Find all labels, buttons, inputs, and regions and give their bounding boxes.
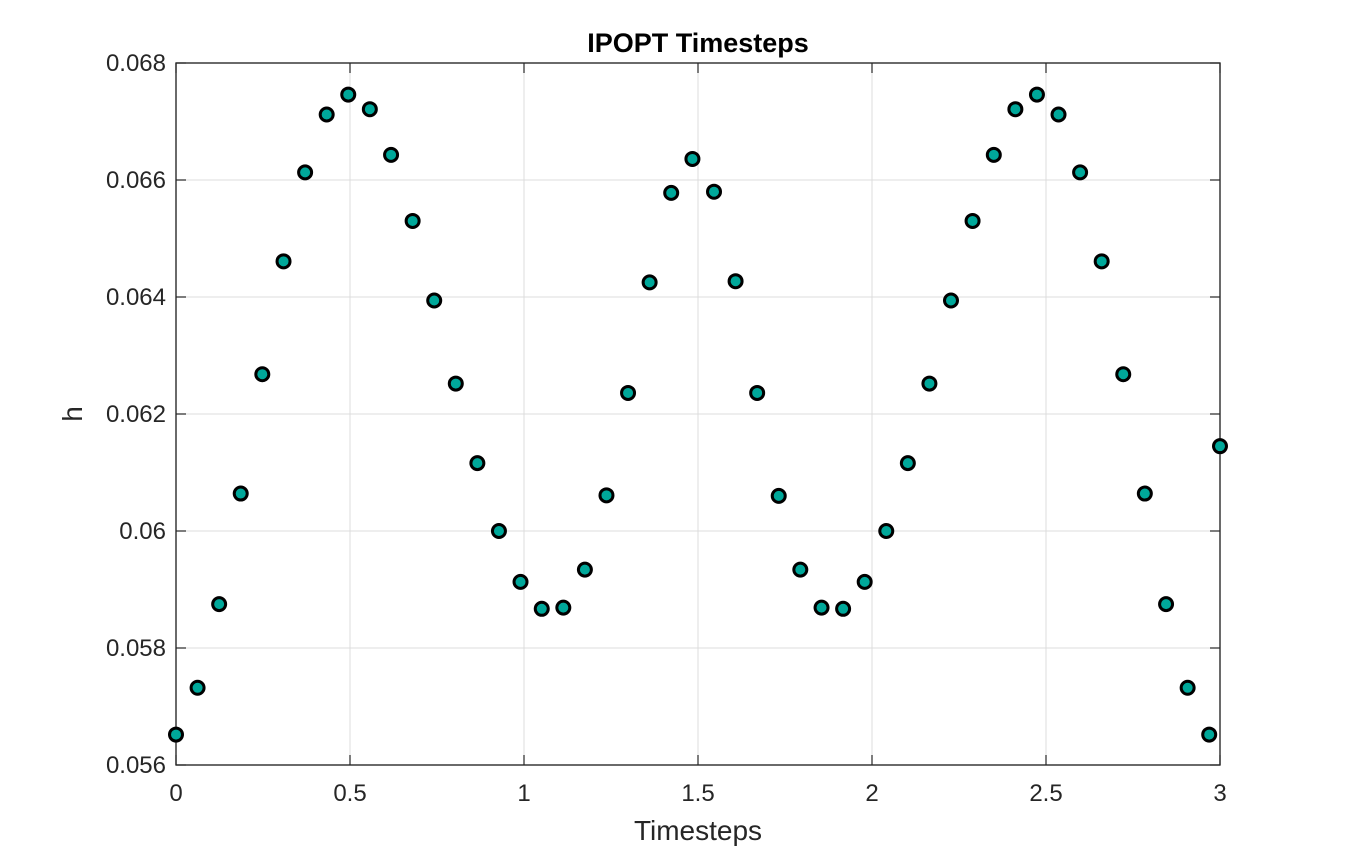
y-tick-label: 0.064 (106, 284, 166, 311)
data-point (275, 253, 292, 270)
y-tick-label: 0.06 (119, 518, 166, 545)
x-tick-label: 0.5 (333, 780, 366, 807)
data-point (770, 487, 787, 504)
data-point (792, 561, 809, 578)
data-point (620, 384, 637, 401)
data-point (490, 523, 507, 539)
x-tick-label: 1.5 (681, 780, 714, 807)
data-point (1201, 726, 1218, 743)
y-axis-ticks: 0.056 0.058 0.06 0.062 0.064 0.066 0.068 (106, 50, 1220, 779)
data-point (706, 183, 723, 200)
data-point (232, 485, 249, 502)
data-point (641, 274, 658, 291)
data-point (942, 292, 959, 309)
chart-title: IPOPT Timesteps (587, 28, 809, 58)
data-point (856, 573, 873, 590)
y-tick-label: 0.068 (106, 50, 166, 77)
data-point (813, 599, 830, 616)
data-point (189, 679, 206, 696)
data-point (964, 212, 981, 229)
data-point (340, 86, 357, 103)
data-point (383, 146, 400, 163)
data-point (899, 455, 916, 472)
x-tick-label: 0 (169, 780, 182, 807)
data-point (1050, 106, 1067, 123)
data-point (254, 366, 271, 383)
data-point (318, 106, 335, 123)
y-tick-label: 0.058 (106, 635, 166, 662)
x-axis-ticks: 0 0.5 1 1.5 2 2.5 3 (169, 63, 1227, 807)
data-point (1179, 679, 1196, 696)
data-point (361, 101, 378, 118)
data-point (168, 726, 184, 743)
data-point (1028, 86, 1045, 103)
data-point (1093, 253, 1110, 270)
data-point (555, 599, 572, 616)
data-point (297, 164, 314, 181)
data-point (533, 600, 550, 617)
data-point (426, 292, 443, 309)
data-point (512, 573, 529, 590)
data-point (727, 273, 744, 290)
data-point (1007, 101, 1024, 118)
data-point (921, 375, 938, 392)
x-tick-label: 2 (865, 780, 878, 807)
data-point (985, 146, 1002, 163)
data-point (469, 455, 486, 472)
data-point (447, 375, 464, 392)
data-point (576, 561, 593, 578)
data-point (1115, 366, 1132, 383)
x-tick-label: 2.5 (1029, 780, 1062, 807)
y-tick-label: 0.056 (106, 752, 166, 779)
x-tick-label: 1 (517, 780, 530, 807)
x-tick-label: 3 (1213, 780, 1226, 807)
x-axis-label: Timesteps (634, 815, 762, 846)
y-tick-label: 0.062 (106, 401, 166, 428)
data-point (684, 150, 701, 167)
y-axis-label: h (57, 406, 88, 422)
data-point (663, 184, 680, 201)
data-point (211, 596, 228, 613)
data-point (1158, 596, 1175, 613)
data-point (404, 212, 421, 229)
y-tick-label: 0.066 (106, 167, 166, 194)
data-point (1072, 164, 1089, 181)
data-point (1212, 438, 1228, 455)
data-point (1136, 485, 1153, 502)
data-point (835, 600, 852, 617)
data-point (598, 487, 615, 504)
data-point (878, 523, 895, 539)
data-points (168, 86, 1228, 743)
data-point (749, 384, 766, 401)
